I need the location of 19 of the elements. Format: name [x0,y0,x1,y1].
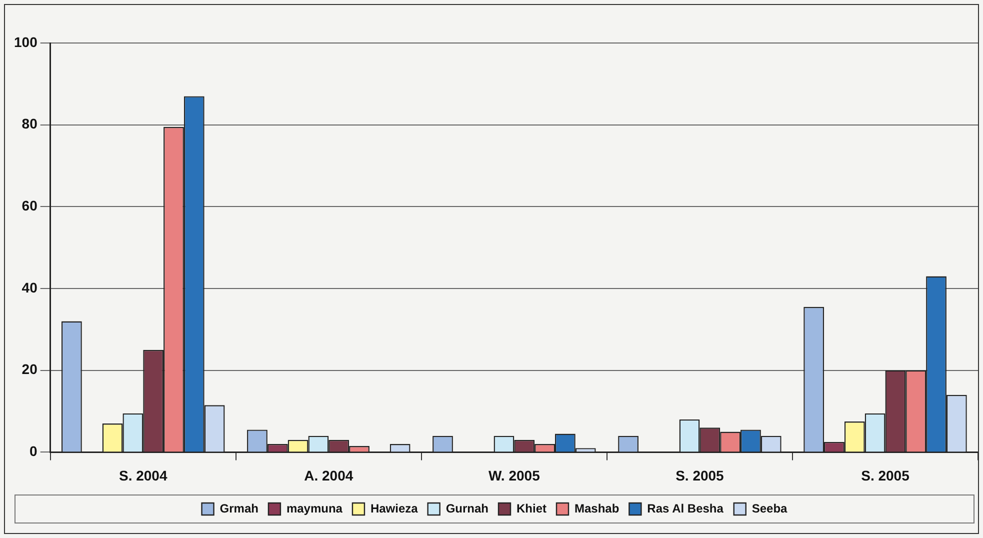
y-tick-label: 0 [30,443,38,460]
x-tick-label: S. 2005 [676,467,724,484]
legend-label: Mashab [574,501,620,516]
y-tick-label: 80 [22,116,38,132]
legend-label: maymuna [286,501,343,516]
y-tick-label: 40 [22,279,38,296]
y-tick-label: 20 [22,361,38,378]
x-tick-label: W. 2005 [488,467,540,484]
legend-label: Khiet [516,501,546,516]
x-tick-label: A. 2004 [304,467,354,484]
legend-label: Hawieza [370,501,418,516]
legend-label: Grmah [220,501,258,516]
y-tick-label: 100 [14,34,38,50]
y-tick-label: 60 [22,198,38,214]
x-tick-label: S. 2004 [118,467,168,484]
legend-label: Gurnah [446,501,488,516]
legend-label: Ras Al Besha [647,501,724,516]
x-tick-label: S. 2005 [861,467,910,484]
legend-label: Seeba [752,501,788,516]
